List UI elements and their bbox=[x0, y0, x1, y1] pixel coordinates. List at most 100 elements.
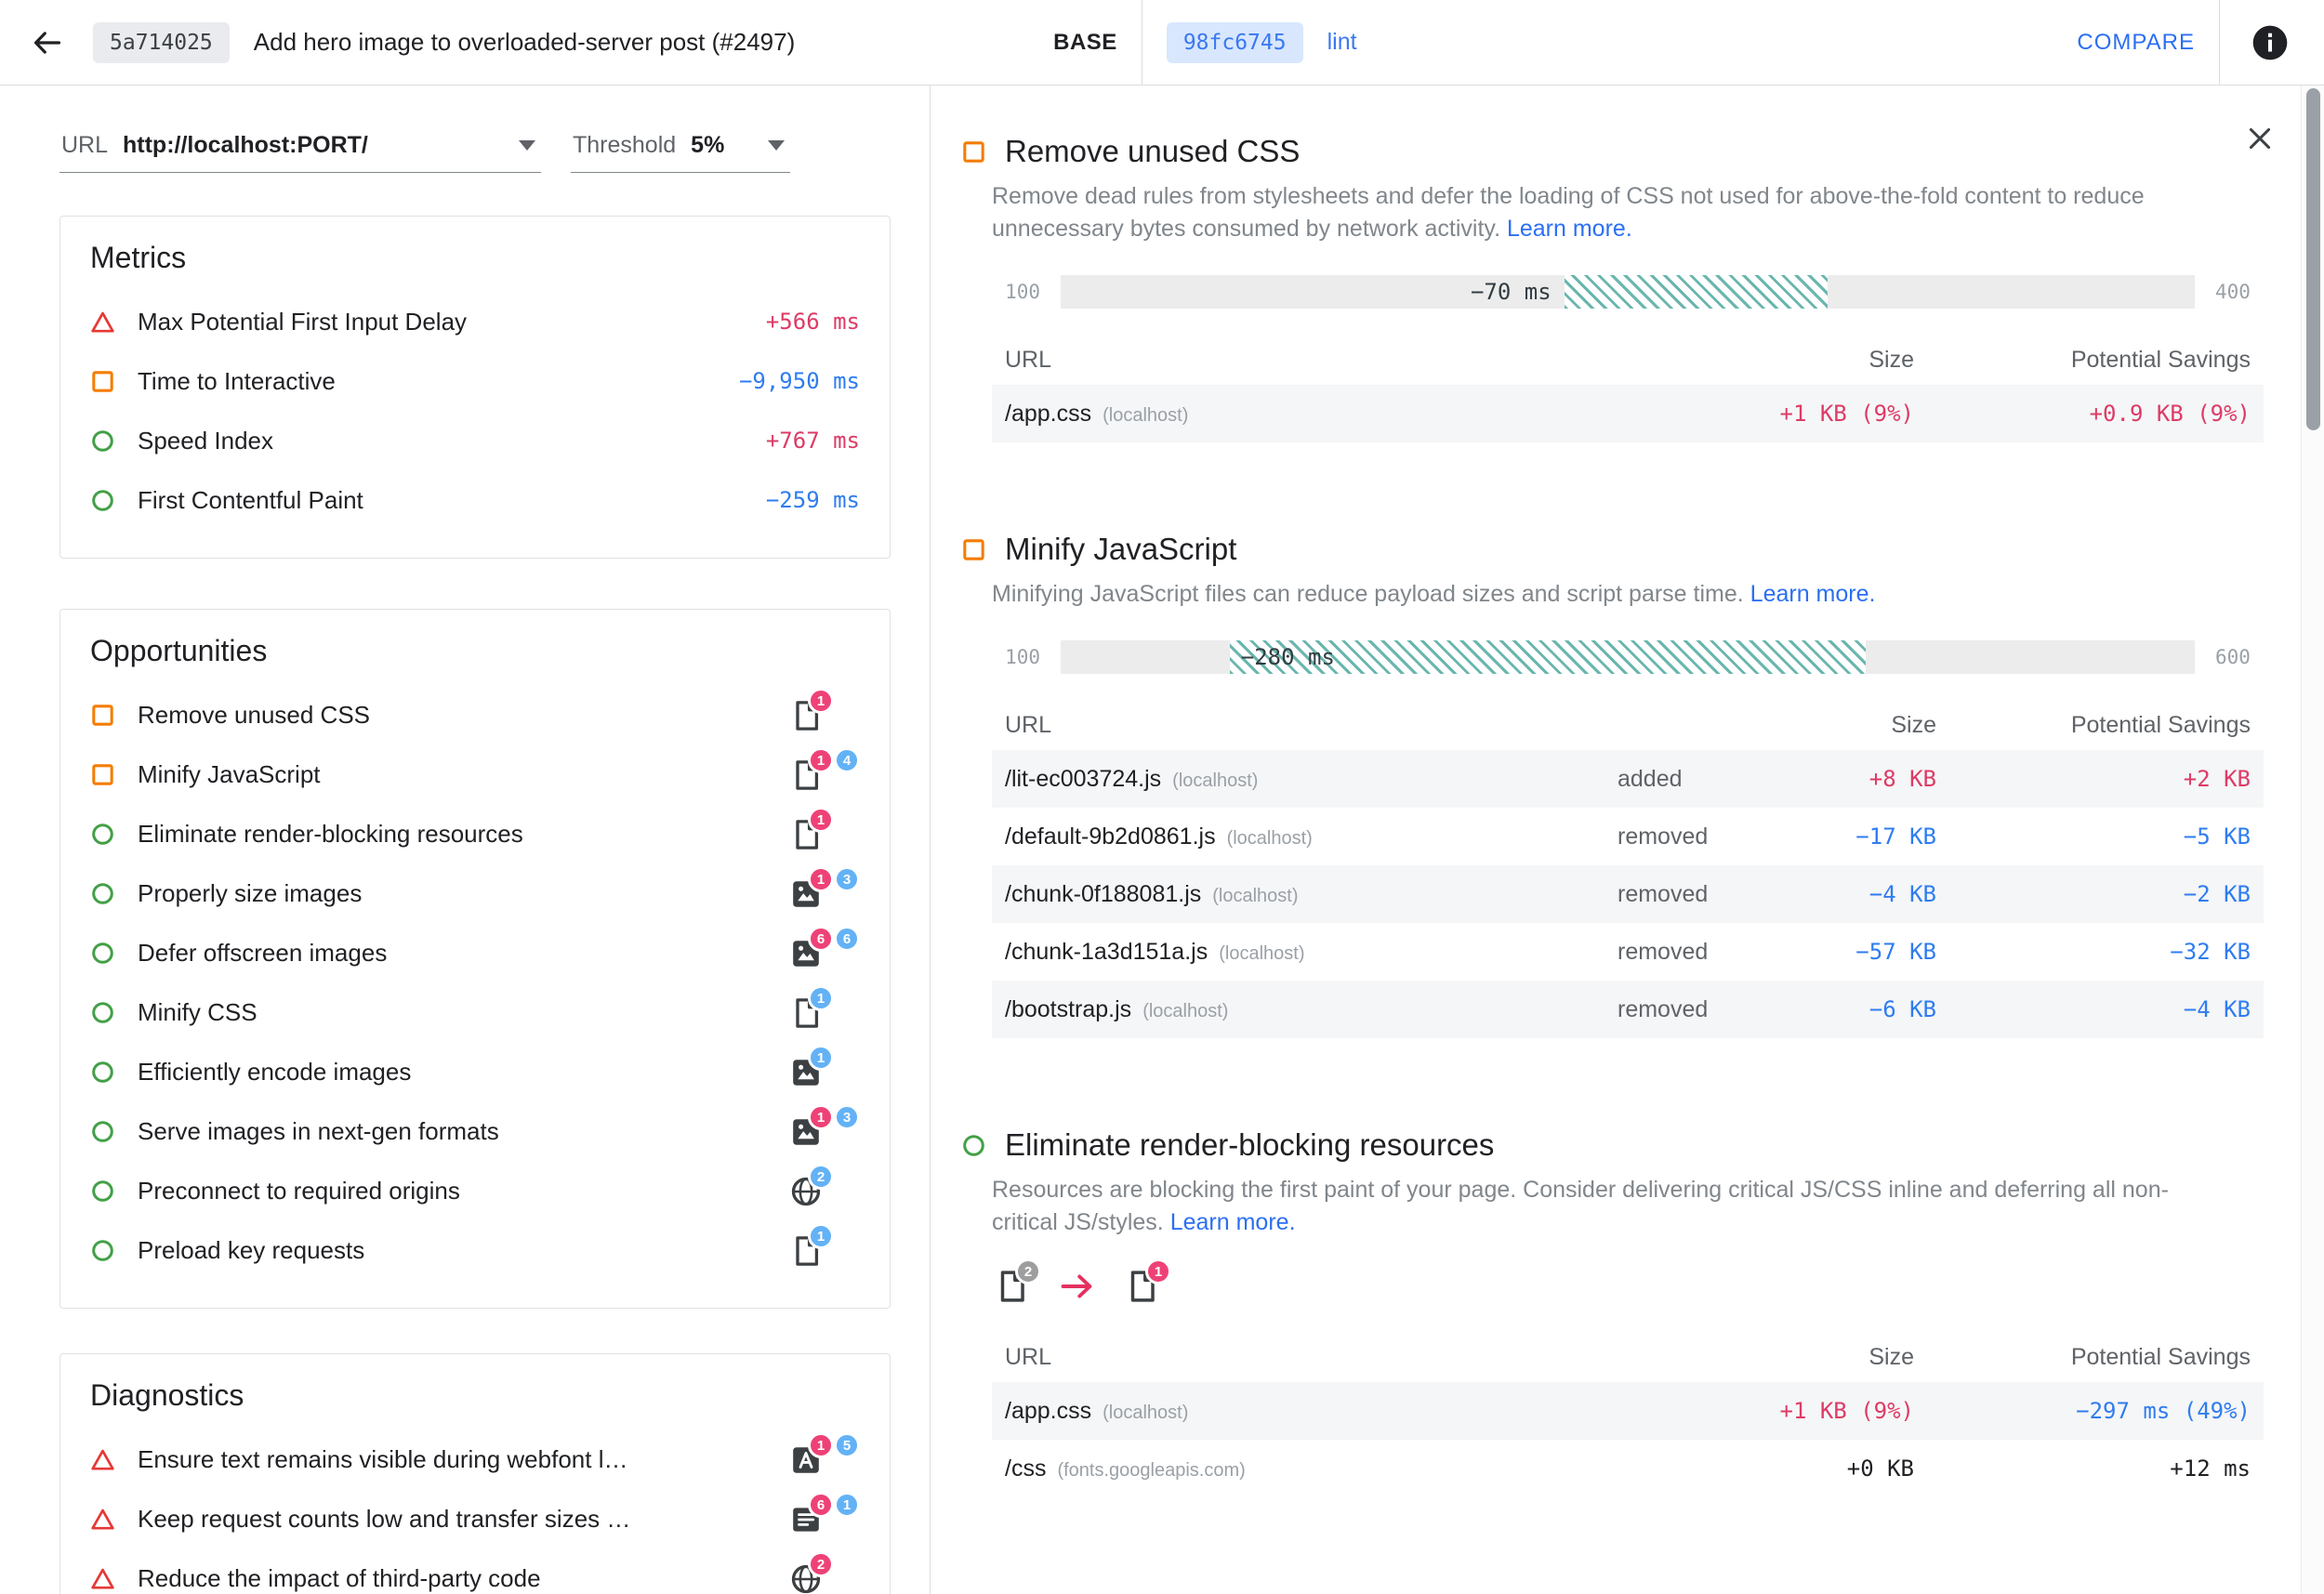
compare-branch-link[interactable]: lint bbox=[1327, 29, 1357, 55]
close-button[interactable] bbox=[2238, 117, 2281, 160]
url-select[interactable]: URL http://localhost:PORT/ bbox=[59, 125, 541, 173]
scrollbar-thumb[interactable] bbox=[2306, 88, 2320, 430]
pass-circle-icon bbox=[90, 428, 115, 454]
savings-delta: −2 KB bbox=[2183, 881, 2251, 907]
learn-more-link[interactable]: Learn more. bbox=[1506, 216, 1632, 242]
metric-row[interactable]: Speed Index +767 ms bbox=[90, 411, 860, 470]
audit-row[interactable]: Properly size images 1 3 bbox=[90, 863, 860, 923]
compare-button[interactable]: COMPARE bbox=[2077, 29, 2195, 55]
page-title: Add hero image to overloaded-server post… bbox=[253, 28, 796, 56]
gauge-hatch-region bbox=[1229, 640, 1867, 674]
audit-row[interactable]: Eliminate render-blocking resources 1 bbox=[90, 804, 860, 863]
resource-url: /lit-ec003724.js bbox=[1005, 765, 1162, 792]
metric-row[interactable]: Time to Interactive −9,950 ms bbox=[90, 351, 860, 411]
pass-circle-icon bbox=[90, 941, 115, 966]
metric-label: Time to Interactive bbox=[138, 366, 336, 395]
gauge-track: −280 ms bbox=[1061, 640, 2195, 674]
improvement-badge: 1 bbox=[808, 985, 834, 1011]
regression-badge: 1 bbox=[808, 807, 834, 833]
fail-triangle-icon bbox=[90, 310, 115, 335]
regression-badge: 6 bbox=[808, 926, 834, 952]
regression-badge: 1 bbox=[808, 866, 834, 892]
col-savings: Potential Savings bbox=[2070, 1343, 2251, 1370]
opportunities-card: Opportunities Remove unused CSS 1 Minify… bbox=[59, 609, 891, 1309]
average-square-icon bbox=[90, 762, 115, 787]
audit-row[interactable]: Defer offscreen images 6 6 bbox=[90, 923, 860, 982]
audit-row[interactable]: Serve images in next-gen formats 1 3 bbox=[90, 1101, 860, 1161]
table-row: /bootstrap.js (localhost) removed −6 KB −… bbox=[992, 981, 2264, 1038]
resource-host: (localhost) bbox=[1212, 885, 1299, 906]
col-size: Size bbox=[1891, 711, 1936, 738]
change-type: removed bbox=[1618, 938, 1709, 965]
scrollbar-track[interactable] bbox=[2301, 86, 2324, 1594]
col-url: URL bbox=[1005, 1343, 1052, 1370]
col-url: URL bbox=[1005, 711, 1052, 738]
threshold-select[interactable]: Threshold 5% bbox=[571, 125, 790, 173]
savings-delta: −4 KB bbox=[2183, 996, 2251, 1022]
detail-description: Remove dead rules from stylesheets and d… bbox=[992, 180, 2214, 245]
audit-row[interactable]: Remove unused CSS 1 bbox=[90, 685, 860, 744]
audit-row[interactable]: Minify JavaScript 1 4 bbox=[90, 744, 860, 804]
audit-row[interactable]: Preconnect to required origins 2 bbox=[90, 1161, 860, 1220]
metric-row[interactable]: Max Potential First Input Delay +566 ms bbox=[90, 292, 860, 351]
table-row: /app.css (localhost) +1 KB (9%) −297 ms (… bbox=[992, 1382, 2264, 1440]
pass-circle-icon bbox=[90, 1000, 115, 1025]
audit-row[interactable]: Efficiently encode images 1 bbox=[90, 1042, 860, 1101]
regression-badge: 1 bbox=[808, 747, 834, 773]
diagnostics-card: Diagnostics Ensure text remains visible … bbox=[59, 1353, 891, 1594]
savings-delta: +12 ms bbox=[2170, 1456, 2251, 1482]
pass-circle-icon bbox=[961, 1133, 986, 1158]
resource-host: (localhost) bbox=[1103, 1402, 1189, 1423]
audit-row[interactable]: Reduce the impact of third-party code 2 bbox=[90, 1548, 860, 1594]
table-header-row: URL Size Potential Savings bbox=[992, 335, 2264, 385]
audit-label: Reduce the impact of third-party code bbox=[138, 1563, 541, 1592]
gauge-value-label: −280 ms bbox=[1240, 644, 1335, 670]
resource-url: /chunk-0f188081.js bbox=[1005, 880, 1202, 907]
savings-delta: −297 ms (49%) bbox=[2076, 1398, 2251, 1424]
detail-table: URL Size Potential Savings /app.css (loca… bbox=[992, 335, 2264, 442]
audit-label: Ensure text remains visible during webfo… bbox=[138, 1444, 628, 1473]
size-delta: −17 KB bbox=[1855, 823, 1936, 850]
change-type: removed bbox=[1618, 995, 1709, 1022]
improvement-badge: 2 bbox=[808, 1164, 834, 1190]
metric-row[interactable]: First Contentful Paint −259 ms bbox=[90, 470, 860, 530]
audit-label: Efficiently encode images bbox=[138, 1057, 412, 1086]
metrics-card: Metrics Max Potential First Input Delay … bbox=[59, 216, 891, 559]
detail-section-header: Minify JavaScript bbox=[961, 532, 2324, 567]
learn-more-link[interactable]: Learn more. bbox=[1750, 581, 1876, 607]
gauge-max-label: 400 bbox=[2215, 281, 2251, 303]
arrow-right-icon bbox=[1061, 1274, 1092, 1298]
metric-label: First Contentful Paint bbox=[138, 485, 363, 514]
size-delta: +1 KB (9%) bbox=[1779, 401, 1915, 427]
resource-url: /css bbox=[1005, 1455, 1047, 1482]
pass-circle-icon bbox=[90, 1060, 115, 1085]
audit-label: Serve images in next-gen formats bbox=[138, 1116, 499, 1145]
description-text: Minifying JavaScript files can reduce pa… bbox=[992, 581, 1744, 607]
metric-delta: +767 ms bbox=[765, 428, 860, 454]
average-square-icon bbox=[961, 139, 986, 165]
audit-row[interactable]: Preload key requests 1 bbox=[90, 1220, 860, 1280]
detail-section-title: Eliminate render-blocking resources bbox=[1005, 1127, 1495, 1162]
resource-url: /chunk-1a3d151a.js bbox=[1005, 938, 1208, 965]
info-button[interactable] bbox=[2244, 17, 2296, 69]
audit-label: Defer offscreen images bbox=[138, 938, 388, 967]
summary-column: URL http://localhost:PORT/ Threshold 5% … bbox=[0, 86, 930, 1594]
detail-section-header: Eliminate render-blocking resources bbox=[961, 1127, 2324, 1163]
regression-badge: 1 bbox=[808, 1432, 834, 1458]
audit-row[interactable]: Keep request counts low and transfer siz… bbox=[90, 1489, 860, 1548]
audit-row[interactable]: Ensure text remains visible during webfo… bbox=[90, 1429, 860, 1489]
audit-row[interactable]: Minify CSS 1 bbox=[90, 982, 860, 1042]
fail-triangle-icon bbox=[90, 1566, 115, 1591]
regression-badge: 2 bbox=[808, 1551, 834, 1577]
detail-table: URL Size Potential Savings /lit-ec003724… bbox=[992, 700, 2264, 1038]
savings-delta: +0.9 KB (9%) bbox=[2089, 401, 2251, 427]
pass-circle-icon bbox=[90, 822, 115, 847]
col-url: URL bbox=[1005, 346, 1052, 373]
col-size: Size bbox=[1868, 346, 1914, 373]
table-row: /chunk-0f188081.js (localhost) removed −4… bbox=[992, 865, 2264, 923]
back-button[interactable] bbox=[24, 20, 69, 65]
improvement-badge: 1 bbox=[808, 1045, 834, 1071]
learn-more-link[interactable]: Learn more. bbox=[1169, 1209, 1296, 1235]
chevron-down-icon bbox=[768, 140, 785, 151]
resource-host: (localhost) bbox=[1226, 827, 1313, 849]
